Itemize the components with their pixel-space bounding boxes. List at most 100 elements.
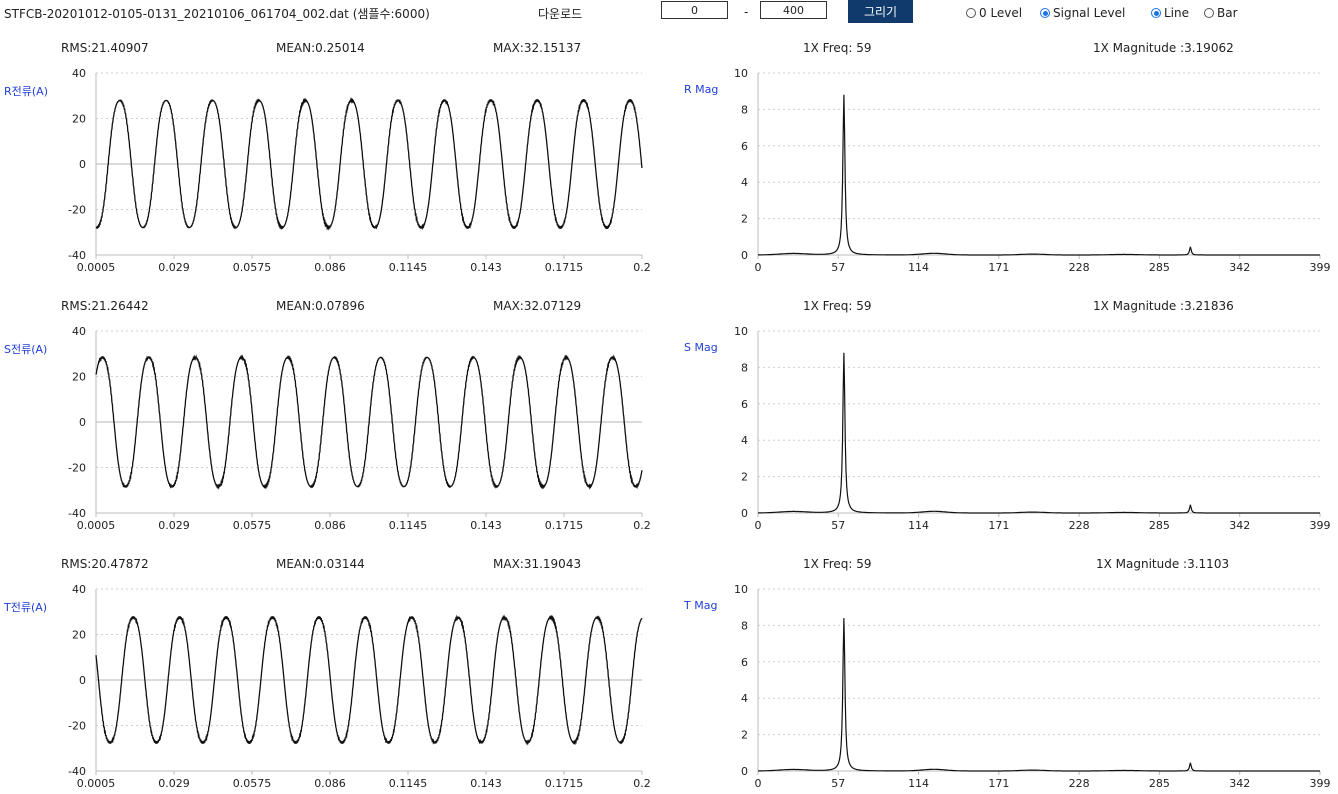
waveform-t-xtick-label: 0.0575 — [233, 777, 272, 790]
magnitude-stat-t: 1X Magnitude :3.1103 — [1096, 557, 1230, 571]
waveform-s-ytick-label: -20 — [68, 462, 86, 475]
download-link[interactable]: 다운로드 — [538, 7, 583, 21]
waveform-t-ytick-label: 0 — [79, 674, 86, 687]
radio-signal-level[interactable]: Signal Level — [1040, 6, 1125, 20]
spectrum-t-ytick-label: 6 — [741, 656, 748, 669]
spectrum-t-xtick-label: 0 — [755, 777, 762, 790]
waveform-r-ytick-label: -40 — [68, 249, 86, 262]
spectrum-r-xtick-label: 342 — [1229, 261, 1250, 274]
freq-stat-r: 1X Freq: 59 — [803, 41, 872, 55]
waveform-t-xtick-label: 0.086 — [314, 777, 346, 790]
waveform-t-xtick-label: 0.1715 — [545, 777, 584, 790]
ylabel-r-mag: R Mag — [684, 83, 719, 96]
spectrum-t-xtick-label: 342 — [1229, 777, 1250, 790]
spectrum-s-ytick-label: 2 — [741, 471, 748, 484]
rms-stat-r: RMS:21.40907 — [61, 41, 149, 55]
radio-bar[interactable]: Bar — [1204, 6, 1238, 20]
spectrum-t-xtick-label: 57 — [831, 777, 845, 790]
spectrum-s-xtick-label: 285 — [1149, 519, 1170, 532]
waveform-r-xtick-label: 0.029 — [158, 261, 190, 274]
waveform-s-ytick-label: 40 — [72, 325, 86, 338]
spectrum-r-xtick-label: 114 — [908, 261, 929, 274]
waveform-s-ytick-label: 0 — [79, 416, 86, 429]
range-end-input[interactable] — [760, 1, 827, 19]
spectrum-r-xtick-label: 228 — [1069, 261, 1090, 274]
waveform-r-ytick-label: 40 — [72, 67, 86, 80]
spectrum-t-ytick-label: 8 — [741, 619, 748, 632]
spectrum-s-series-line — [758, 352, 1320, 514]
waveform-s-xtick-label: 0.143 — [470, 519, 502, 532]
waveform-r-ytick-label: 20 — [72, 113, 86, 126]
spectrum-s-xtick-label: 228 — [1069, 519, 1090, 532]
spectrum-t-xtick-label: 399 — [1310, 777, 1331, 790]
radio-line[interactable]: Line — [1151, 6, 1189, 20]
magnitude-stat-s: 1X Magnitude :3.21836 — [1093, 299, 1234, 313]
radio-0-level-dot[interactable] — [966, 8, 976, 18]
spectrum-r-xtick-label: 399 — [1310, 261, 1331, 274]
waveform-r-xtick-label: 0.0575 — [233, 261, 272, 274]
waveform-t-ytick-label: -20 — [68, 720, 86, 733]
waveform-s-xtick-label: 0.2 — [633, 519, 651, 532]
waveform-s-ytick-label: 20 — [72, 371, 86, 384]
radio-bar-dot[interactable] — [1204, 8, 1214, 18]
radio-line-dot[interactable] — [1151, 8, 1161, 18]
waveform-t-xtick-label: 0.0005 — [77, 777, 116, 790]
max-stat-r: MAX:32.15137 — [493, 41, 582, 55]
waveform-t-xtick-label: 0.1145 — [389, 777, 428, 790]
radio-0-level-label: 0 Level — [979, 6, 1023, 20]
spectrum-t-ytick-label: 2 — [741, 729, 748, 742]
spectrum-s-ytick-label: 10 — [734, 325, 748, 338]
ylabel-s-current: S전류(A) — [4, 343, 48, 356]
ylabel-s-mag: S Mag — [684, 341, 718, 354]
waveform-s-xtick-label: 0.0575 — [233, 519, 272, 532]
radio-line-label: Line — [1164, 6, 1190, 20]
spectrum-s-ytick-label: 8 — [741, 361, 748, 374]
spectrum-r-ytick-label: 8 — [741, 103, 748, 116]
toolbar: STFCB-20201012-0105-0131_20210106_061704… — [0, 0, 1338, 26]
spectrum-t-xtick-label: 114 — [908, 777, 929, 790]
waveform-t-xtick-label: 0.2 — [633, 777, 651, 790]
spectrum-s-xtick-label: 0 — [755, 519, 762, 532]
waveform-s-xtick-label: 0.1715 — [545, 519, 584, 532]
radio-bar-label: Bar — [1217, 6, 1238, 20]
range-start-input[interactable] — [661, 1, 728, 19]
waveform-s-xtick-label: 0.1145 — [389, 519, 428, 532]
file-title: STFCB-20201012-0105-0131_20210106_061704… — [4, 7, 430, 21]
waveform-t-xtick-label: 0.029 — [158, 777, 190, 790]
spectrum-r-ytick-label: 6 — [741, 140, 748, 153]
max-stat-s: MAX:32.07129 — [493, 299, 582, 313]
waveform-r-xtick-label: 0.086 — [314, 261, 346, 274]
waveform-t-series-line — [95, 614, 643, 746]
spectrum-t-xtick-label: 171 — [988, 777, 1009, 790]
spectrum-r-xtick-label: 0 — [755, 261, 762, 274]
range-separator: - — [744, 5, 749, 19]
ylabel-t-current: T전류(A) — [4, 601, 48, 614]
spectrum-s-ytick-label: 0 — [741, 507, 748, 520]
spectrum-t-ytick-label: 0 — [741, 765, 748, 778]
spectrum-s-xtick-label: 114 — [908, 519, 929, 532]
spectrum-r-ytick-label: 4 — [741, 176, 748, 189]
waveform-t-ytick-label: 40 — [72, 583, 86, 596]
spectrum-r-series-line — [758, 94, 1320, 256]
waveform-r-series-line — [95, 97, 643, 231]
spectrum-r-ytick-label: 10 — [734, 67, 748, 80]
spectrum-r-ytick-label: 2 — [741, 213, 748, 226]
spectrum-t-xtick-label: 228 — [1069, 777, 1090, 790]
spectrum-s-ytick-label: 4 — [741, 434, 748, 447]
waveform-t-xtick-label: 0.143 — [470, 777, 502, 790]
spectrum-t-ytick-label: 4 — [741, 692, 748, 705]
draw-button[interactable]: 그리기 — [848, 0, 913, 23]
spectrum-r-xtick-label: 57 — [831, 261, 845, 274]
spectrum-t-xtick-label: 285 — [1149, 777, 1170, 790]
radio-0-level[interactable]: 0 Level — [966, 6, 1022, 20]
waveform-r-xtick-label: 0.2 — [633, 261, 651, 274]
waveform-s-xtick-label: 0.0005 — [77, 519, 116, 532]
radio-signal-level-dot[interactable] — [1040, 8, 1050, 18]
spectrum-r-ytick-label: 0 — [741, 249, 748, 262]
waveform-t-ytick-label: -40 — [68, 765, 86, 778]
spectrum-t-ytick-label: 10 — [734, 583, 748, 596]
freq-stat-s: 1X Freq: 59 — [803, 299, 872, 313]
spectrum-s-xtick-label: 342 — [1229, 519, 1250, 532]
rms-stat-s: RMS:21.26442 — [61, 299, 149, 313]
